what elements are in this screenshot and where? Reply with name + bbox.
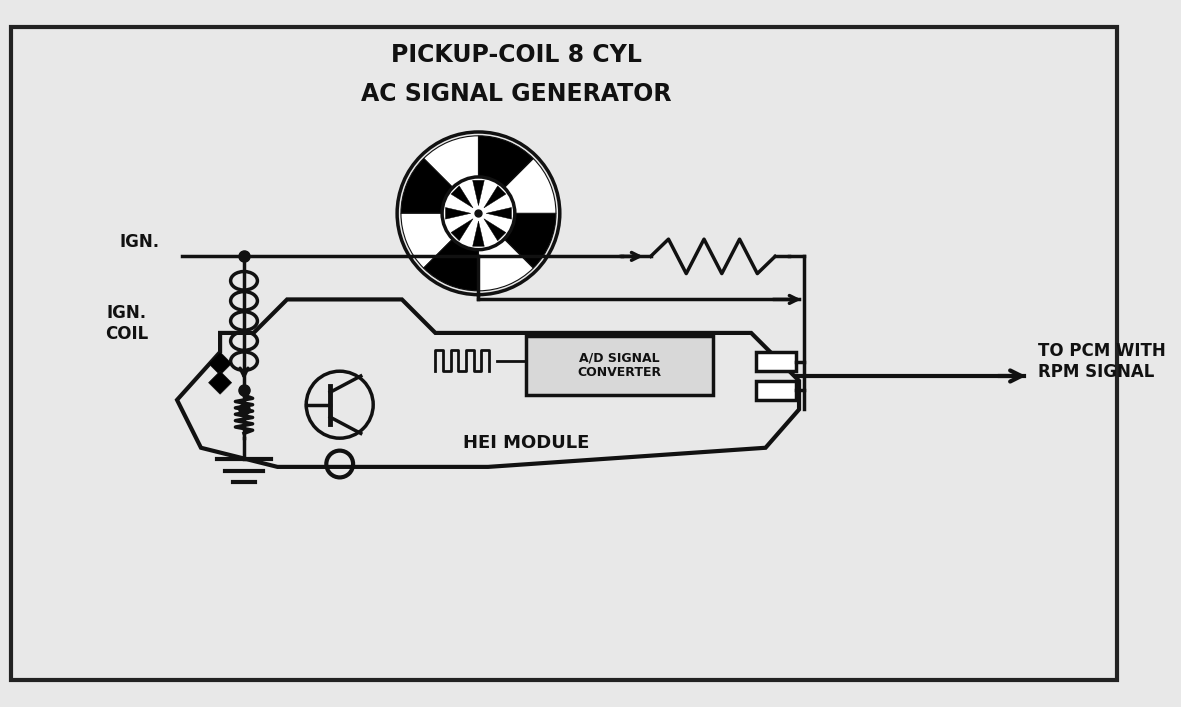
- Wedge shape: [400, 214, 452, 268]
- Text: AC SIGNAL GENERATOR: AC SIGNAL GENERATOR: [361, 82, 672, 105]
- Polygon shape: [451, 186, 474, 208]
- Wedge shape: [400, 158, 452, 214]
- Text: TO PCM WITH
RPM SIGNAL: TO PCM WITH RPM SIGNAL: [1038, 342, 1166, 381]
- Wedge shape: [504, 214, 556, 268]
- Polygon shape: [472, 221, 484, 246]
- Text: IGN.: IGN.: [119, 233, 159, 251]
- Wedge shape: [424, 239, 478, 291]
- Wedge shape: [478, 136, 534, 187]
- Text: PICKUP-COIL 8 CYL: PICKUP-COIL 8 CYL: [391, 43, 642, 67]
- Polygon shape: [487, 207, 511, 219]
- Polygon shape: [209, 371, 231, 395]
- FancyBboxPatch shape: [527, 336, 713, 395]
- Polygon shape: [451, 218, 474, 241]
- Wedge shape: [478, 239, 534, 291]
- Bar: [756, 352, 796, 371]
- Polygon shape: [209, 352, 231, 375]
- Bar: [756, 381, 796, 400]
- Polygon shape: [472, 180, 484, 206]
- Wedge shape: [504, 158, 556, 214]
- Text: A/D SIGNAL
CONVERTER: A/D SIGNAL CONVERTER: [578, 351, 661, 380]
- Text: HEI MODULE: HEI MODULE: [463, 434, 589, 452]
- Text: IGN.
COIL: IGN. COIL: [105, 304, 149, 343]
- Polygon shape: [484, 218, 505, 241]
- Polygon shape: [484, 186, 505, 208]
- Polygon shape: [445, 207, 471, 219]
- Wedge shape: [424, 136, 478, 187]
- Circle shape: [442, 177, 515, 250]
